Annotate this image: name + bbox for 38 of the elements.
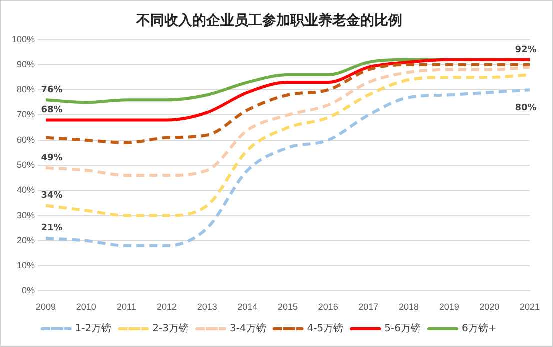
y-tick-label: 0% xyxy=(22,286,36,296)
y-tick-label: 60% xyxy=(17,134,36,145)
y-tick-label: 20% xyxy=(17,235,36,246)
data-label: 92% xyxy=(515,45,537,56)
data-label: 34% xyxy=(41,191,63,202)
x-tick-label: 2009 xyxy=(36,302,56,312)
x-tick-label: 2019 xyxy=(439,302,460,312)
data-label: 76% xyxy=(41,85,63,96)
x-tick-label: 2012 xyxy=(157,302,178,312)
data-label: 68% xyxy=(41,106,63,116)
x-tick-label: 2015 xyxy=(278,302,298,312)
legend-label: 4-5万镑 xyxy=(307,322,344,335)
x-tick-label: 2021 xyxy=(520,302,540,312)
x-tick-label: 2020 xyxy=(480,302,500,312)
y-tick-label: 80% xyxy=(17,84,36,95)
y-tick-label: 100% xyxy=(12,34,36,44)
data-label: 80% xyxy=(515,103,537,114)
x-tick-label: 2011 xyxy=(117,302,136,312)
x-tick-label: 2018 xyxy=(398,302,420,312)
y-tick-label: 10% xyxy=(17,260,36,271)
y-tick-label: 30% xyxy=(17,210,36,220)
x-tick-label: 2013 xyxy=(197,302,218,312)
x-tick-label: 2016 xyxy=(318,302,338,312)
y-tick-label: 50% xyxy=(17,160,36,170)
legend-label: 5-6万镑 xyxy=(384,322,421,335)
data-label: 49% xyxy=(41,153,63,164)
y-tick-label: 70% xyxy=(17,110,36,120)
legend-label: 2-3万镑 xyxy=(152,322,189,335)
legend-label: 6万镑+ xyxy=(462,322,497,335)
x-tick-label: 2010 xyxy=(76,302,96,312)
x-tick-label: 2014 xyxy=(238,302,258,312)
y-tick-label: 40% xyxy=(17,185,36,196)
legend-label: 1-2万镑 xyxy=(75,322,112,335)
y-tick-label: 90% xyxy=(17,59,36,70)
legend-label: 3-4万镑 xyxy=(230,322,266,335)
x-tick-label: 2017 xyxy=(358,302,379,312)
data-label: 21% xyxy=(41,224,63,234)
chart-title: 不同收入的企业员工参加职业养老金的比例 xyxy=(136,12,402,30)
